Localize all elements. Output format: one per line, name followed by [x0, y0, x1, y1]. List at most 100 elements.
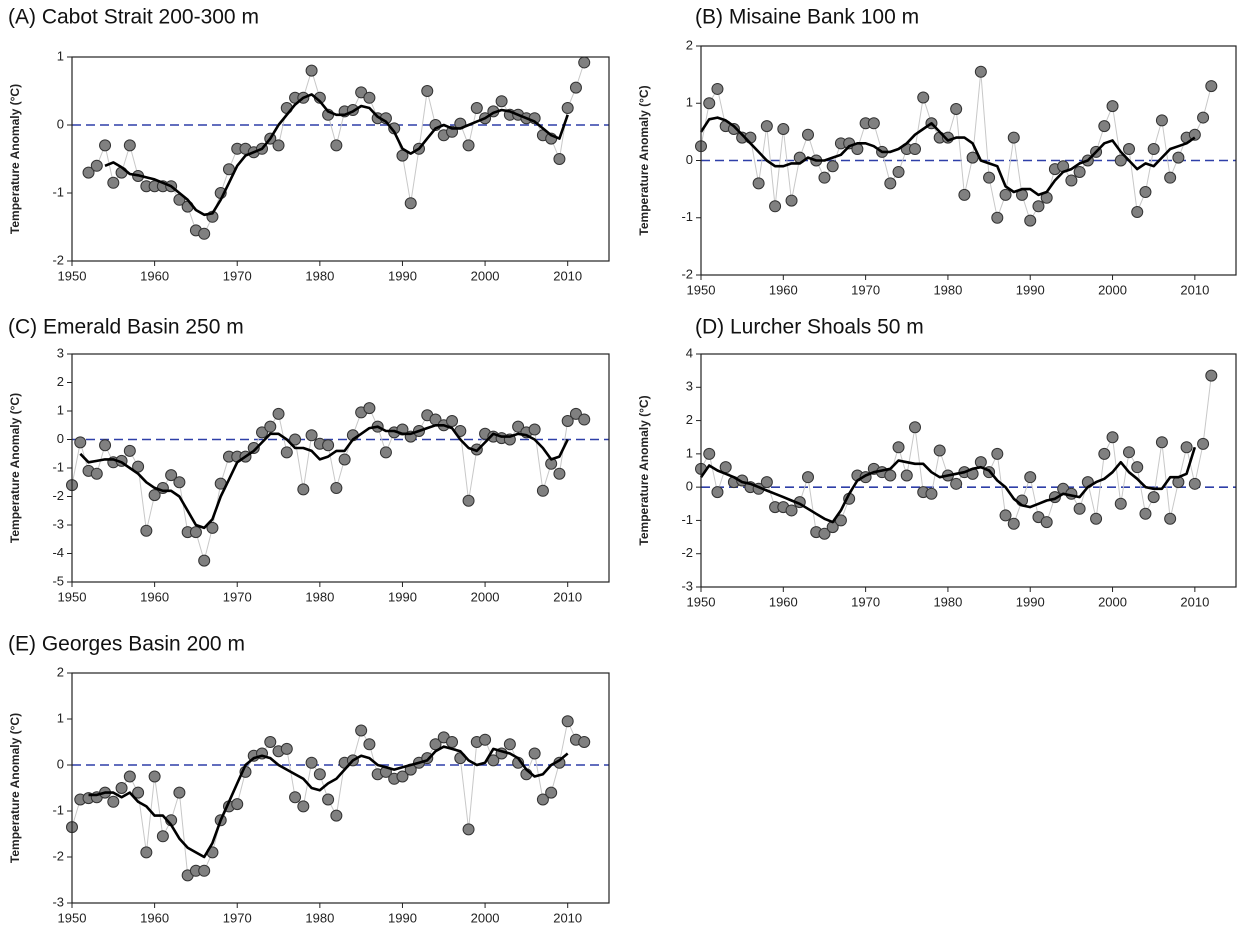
y-axis-label: Temperature Anomaly (°C)	[637, 85, 651, 235]
plot-frame	[71, 56, 610, 262]
x-tick-label: 1980	[305, 910, 334, 925]
data-point	[727, 123, 740, 136]
data-point	[1123, 446, 1135, 459]
data-point	[247, 442, 260, 455]
data-point	[892, 441, 905, 454]
running-mean-line	[699, 446, 1197, 524]
data-point	[396, 770, 409, 783]
data-point	[1147, 143, 1160, 156]
running-mean-line	[699, 116, 1196, 197]
data-point	[991, 211, 1004, 224]
data-point	[752, 177, 765, 190]
data-point	[1155, 436, 1168, 449]
data-point	[379, 446, 392, 459]
data-point	[760, 120, 773, 133]
x-tick-label: 1980	[305, 268, 334, 283]
annual-line	[700, 71, 1212, 222]
data-point	[1164, 171, 1177, 184]
data-point	[165, 469, 178, 482]
data-point	[974, 65, 987, 78]
data-point	[703, 97, 716, 110]
data-point	[578, 413, 591, 426]
data-point	[479, 733, 492, 746]
plot-frame	[71, 672, 610, 904]
data-point	[925, 487, 938, 500]
data-point	[1180, 441, 1193, 454]
data-point	[272, 407, 285, 420]
data-point	[1197, 437, 1210, 450]
data-point	[1065, 174, 1078, 187]
data-point	[82, 166, 95, 179]
data-point	[330, 809, 343, 822]
data-point	[189, 526, 202, 539]
x-tick-label: 1960	[769, 282, 798, 297]
y-tick-label: -3	[681, 578, 693, 593]
y-axis-label: Temperature Anomaly (°C)	[8, 713, 22, 863]
data-point	[933, 444, 946, 457]
data-point	[983, 171, 996, 184]
data-point	[1164, 512, 1177, 525]
y-tick-label: 2	[57, 374, 64, 389]
y-tick-label: 1	[686, 95, 693, 110]
y-tick-label: -2	[681, 545, 693, 560]
data-point	[760, 476, 773, 489]
data-point	[1188, 128, 1201, 141]
x-tick-label: 2000	[1098, 594, 1127, 609]
data-point	[536, 793, 549, 806]
running-mean-line	[104, 93, 569, 217]
y-axis-label: Temperature Anomaly (°C)	[637, 395, 651, 545]
data-point	[884, 177, 897, 190]
y-tick-label: 0	[57, 431, 64, 446]
y-tick-label: -1	[52, 459, 64, 474]
y-tick-label: 1	[57, 402, 64, 417]
data-point	[1188, 477, 1201, 490]
data-point	[1106, 431, 1119, 444]
x-tick-label: 1990	[388, 589, 417, 604]
data-point	[132, 786, 145, 799]
data-point	[553, 467, 566, 480]
panel-title: (A) Cabot Strait 200-300 m	[8, 6, 259, 29]
x-tick-label: 2010	[1180, 594, 1209, 609]
plot-frame	[700, 353, 1237, 588]
data-point	[115, 782, 128, 794]
data-point	[1172, 151, 1185, 164]
data-point	[512, 420, 525, 433]
data-point	[950, 102, 963, 115]
data-point	[495, 95, 508, 108]
y-axis-label: Temperature Anomaly (°C)	[8, 84, 22, 234]
y-tick-label: -2	[52, 252, 64, 267]
y-tick-label: 3	[686, 379, 693, 394]
data-point	[148, 770, 161, 783]
y-tick-label: -5	[52, 573, 64, 588]
running-mean-line	[88, 745, 569, 859]
data-point	[322, 439, 335, 452]
x-tick-label: 2000	[1098, 282, 1127, 297]
data-point	[561, 102, 574, 114]
data-point	[123, 444, 136, 457]
data-point	[999, 188, 1012, 201]
data-point	[1131, 206, 1144, 219]
data-point	[909, 143, 921, 156]
x-tick-label: 1990	[388, 268, 417, 283]
data-point	[1139, 507, 1152, 520]
x-tick-label: 1960	[140, 910, 169, 925]
x-tick-label: 1980	[933, 282, 962, 297]
data-point	[1147, 491, 1160, 504]
data-point	[1205, 369, 1218, 382]
data-point	[785, 504, 798, 517]
x-tick-label: 2000	[471, 589, 500, 604]
data-point	[264, 420, 277, 433]
data-point	[198, 227, 211, 240]
data-point	[289, 791, 302, 804]
data-point	[107, 795, 120, 808]
x-tick-label: 1980	[305, 589, 334, 604]
data-point	[1139, 185, 1152, 198]
x-tick-label: 2010	[553, 910, 582, 925]
data-point	[462, 823, 475, 836]
data-point	[173, 476, 186, 489]
y-tick-label: -1	[681, 512, 693, 527]
data-point	[363, 402, 376, 415]
data-point	[322, 793, 335, 806]
data-point	[703, 447, 716, 460]
data-point	[289, 433, 302, 446]
